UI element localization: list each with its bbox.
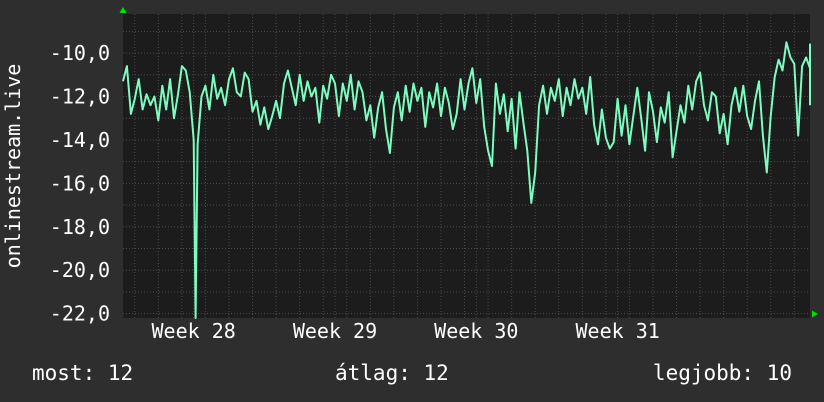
grid-lines xyxy=(123,14,810,318)
stat-current: most: 12 xyxy=(32,361,134,385)
y-tick-label: -16,0 xyxy=(50,171,110,195)
stat-best: legjobb: 10 xyxy=(652,361,792,385)
x-tick-label: Week 30 xyxy=(434,319,518,343)
y-axis-label: onlinestream.live xyxy=(1,64,25,269)
y-tick-label: -12,0 xyxy=(50,85,110,109)
y-axis-arrow-icon xyxy=(119,7,127,13)
stat-average: átlag: 12 xyxy=(335,361,449,385)
y-tick-label: -22,0 xyxy=(50,302,110,326)
plot-area xyxy=(123,14,810,318)
y-tick-label: -20,0 xyxy=(50,258,110,282)
x-tick-label: Week 29 xyxy=(293,319,377,343)
y-tick-label: -10,0 xyxy=(50,41,110,65)
y-tick-label: -18,0 xyxy=(50,215,110,239)
x-axis-arrow-icon xyxy=(812,310,818,318)
x-tick-label: Week 31 xyxy=(575,319,659,343)
y-tick-label: -14,0 xyxy=(50,128,110,152)
series-line xyxy=(122,41,811,319)
x-tick-label: Week 28 xyxy=(152,319,236,343)
y-tick-labels: -10,0 -12,0 -14,0 -16,0 -18,0 -20,0 -22,0 xyxy=(50,41,110,326)
x-tick-labels: Week 28 Week 29 Week 30 Week 31 xyxy=(152,319,660,343)
